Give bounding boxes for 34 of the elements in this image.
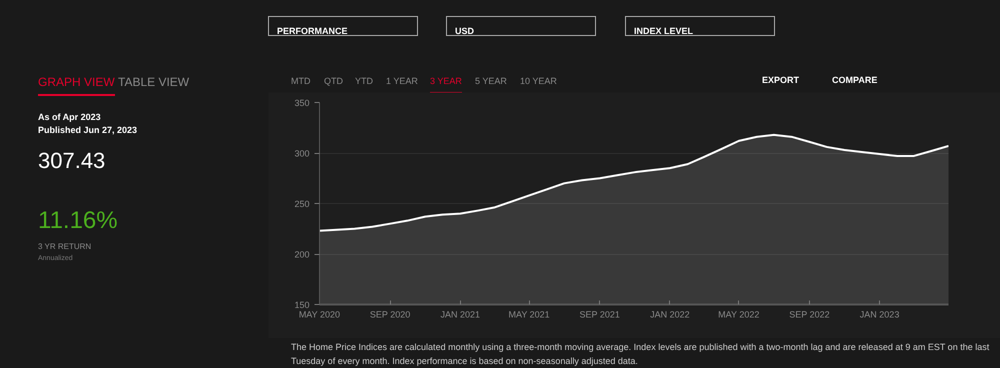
text: QTD	[324, 76, 343, 87]
y-tick-label: 150	[294, 300, 310, 310]
text: USD	[446, 16, 596, 36]
text: 11.16%	[38, 207, 118, 236]
text: MTD	[291, 76, 310, 87]
x-tick-label: MAY 2020	[298, 310, 340, 320]
text: TABLE VIEW	[118, 75, 190, 90]
text: 307.43	[38, 148, 106, 174]
x-tick-label: JAN 2023	[860, 310, 900, 320]
text: The Home Price Indices are calculated monthly using a three-month moving average. Index levels are published with a two-month lag and are released at 9 am EST on the last Tuesday of every month. Index performance is based on non-seasonally adjusted data.	[291, 341, 990, 368]
text: As of Apr 2023	[38, 112, 101, 123]
y-tick-label: 200	[294, 250, 310, 260]
text: 3 YEAR	[430, 76, 462, 94]
text: PERFORMANCE	[268, 16, 418, 36]
text: INDEX LEVEL	[625, 16, 775, 36]
x-tick-label: JAN 2021	[440, 310, 480, 320]
x-tick-label: MAY 2022	[718, 310, 760, 320]
text: 1 YEAR	[386, 76, 418, 87]
text: 5 YEAR	[475, 76, 507, 87]
y-tick-label: 300	[294, 148, 310, 158]
y-tick-label: 350	[294, 98, 310, 108]
y-tick-label: 250	[294, 199, 310, 209]
text: Published Jun 27, 2023	[38, 125, 138, 136]
text: GRAPH VIEW	[38, 75, 115, 96]
x-tick-label: JAN 2022	[650, 310, 690, 320]
x-tick-label: SEP 2021	[580, 310, 620, 320]
text: EXPORT	[762, 75, 800, 86]
x-tick-label: SEP 2022	[789, 310, 830, 320]
text: YTD	[355, 76, 373, 87]
x-tick-label: MAY 2021	[508, 310, 550, 320]
text: 3 YR RETURN	[38, 242, 92, 252]
text: 10 YEAR	[520, 76, 557, 87]
text: COMPARE	[832, 75, 878, 86]
x-tick-label: SEP 2020	[370, 310, 410, 320]
